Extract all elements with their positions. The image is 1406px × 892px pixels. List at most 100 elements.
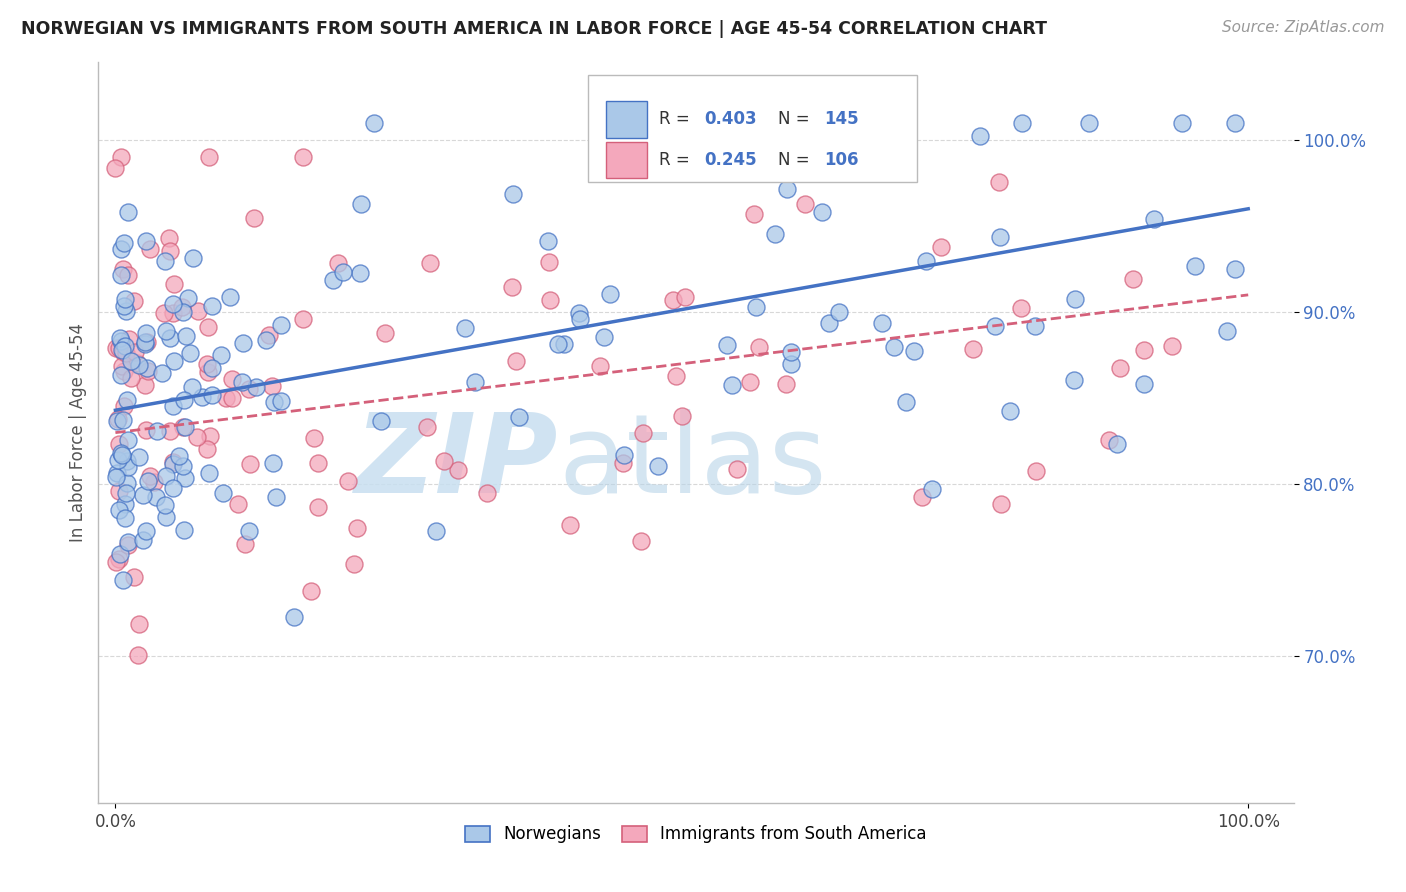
Point bbox=[883, 340, 905, 354]
Point bbox=[447, 463, 470, 477]
Point bbox=[263, 395, 285, 409]
Point bbox=[232, 336, 254, 351]
Point bbox=[120, 371, 142, 385]
Point bbox=[139, 242, 162, 256]
Point bbox=[155, 509, 177, 524]
Point bbox=[110, 334, 132, 348]
Point bbox=[186, 430, 208, 444]
Point bbox=[114, 497, 136, 511]
Point bbox=[117, 268, 139, 282]
Point bbox=[110, 150, 132, 164]
Point bbox=[547, 337, 569, 351]
Point bbox=[328, 256, 350, 270]
Point bbox=[292, 150, 315, 164]
Point bbox=[665, 369, 688, 384]
Point bbox=[115, 392, 138, 407]
Point bbox=[630, 533, 652, 548]
Point bbox=[159, 331, 181, 345]
Point bbox=[962, 342, 984, 356]
FancyBboxPatch shape bbox=[606, 102, 647, 137]
Point bbox=[108, 341, 131, 355]
Point bbox=[1063, 292, 1085, 306]
Point bbox=[283, 610, 305, 624]
Point bbox=[150, 367, 173, 381]
Point bbox=[115, 486, 138, 500]
Point bbox=[903, 344, 925, 359]
Point bbox=[122, 294, 145, 309]
Point bbox=[108, 547, 131, 561]
Point bbox=[136, 474, 159, 488]
Point bbox=[613, 448, 636, 462]
Point bbox=[538, 293, 561, 307]
Point bbox=[117, 535, 139, 549]
Point bbox=[568, 306, 591, 320]
Point bbox=[215, 392, 238, 406]
Point bbox=[304, 431, 326, 445]
Point bbox=[162, 457, 184, 471]
Point bbox=[181, 251, 204, 265]
Point bbox=[114, 292, 136, 306]
Point bbox=[1078, 116, 1101, 130]
Point bbox=[201, 361, 224, 376]
Text: 106: 106 bbox=[824, 151, 858, 169]
Point bbox=[112, 235, 135, 250]
Point bbox=[163, 277, 186, 292]
Point bbox=[987, 176, 1010, 190]
Y-axis label: In Labor Force | Age 45-54: In Labor Force | Age 45-54 bbox=[69, 323, 87, 542]
Text: R =: R = bbox=[659, 151, 695, 169]
Point bbox=[111, 359, 134, 373]
Point bbox=[112, 573, 135, 587]
Point bbox=[647, 458, 669, 473]
Point bbox=[508, 410, 530, 425]
Point bbox=[502, 186, 524, 201]
Text: NORWEGIAN VS IMMIGRANTS FROM SOUTH AMERICA IN LABOR FORCE | AGE 45-54 CORRELATIO: NORWEGIAN VS IMMIGRANTS FROM SOUTH AMERI… bbox=[21, 20, 1047, 37]
Point bbox=[349, 266, 371, 280]
Point bbox=[105, 466, 128, 480]
Point bbox=[419, 255, 441, 269]
Point bbox=[811, 204, 834, 219]
Point bbox=[1011, 116, 1033, 130]
Point bbox=[107, 483, 129, 498]
Point bbox=[592, 330, 614, 344]
Point bbox=[221, 391, 243, 405]
FancyBboxPatch shape bbox=[606, 142, 647, 178]
Point bbox=[134, 335, 156, 350]
Point bbox=[815, 116, 838, 130]
Point bbox=[725, 462, 748, 476]
Point bbox=[124, 345, 146, 359]
Point bbox=[259, 327, 281, 342]
Point bbox=[721, 377, 744, 392]
Point bbox=[254, 333, 277, 347]
Point bbox=[108, 502, 131, 516]
FancyBboxPatch shape bbox=[589, 75, 917, 182]
Point bbox=[775, 377, 797, 392]
Point bbox=[1109, 361, 1132, 376]
Text: N =: N = bbox=[779, 151, 815, 169]
Point bbox=[197, 442, 219, 457]
Point bbox=[1132, 343, 1154, 358]
Point bbox=[110, 368, 132, 383]
Point bbox=[198, 150, 221, 164]
Point bbox=[226, 497, 249, 511]
Point bbox=[162, 399, 184, 413]
Point bbox=[915, 254, 938, 268]
Point bbox=[105, 413, 128, 427]
Point bbox=[108, 331, 131, 345]
Point bbox=[553, 336, 575, 351]
Point bbox=[174, 470, 197, 484]
Point bbox=[612, 456, 634, 470]
Point bbox=[177, 291, 200, 305]
Point bbox=[179, 346, 201, 360]
Point bbox=[197, 319, 219, 334]
Point bbox=[969, 128, 991, 143]
Point bbox=[159, 244, 181, 259]
Point bbox=[911, 491, 934, 505]
Point bbox=[307, 500, 329, 514]
Point bbox=[173, 393, 195, 408]
Point bbox=[1133, 376, 1156, 391]
Point bbox=[776, 182, 799, 196]
Point bbox=[117, 538, 139, 552]
Point bbox=[108, 437, 131, 451]
Point bbox=[1216, 324, 1239, 338]
Point bbox=[134, 336, 156, 351]
